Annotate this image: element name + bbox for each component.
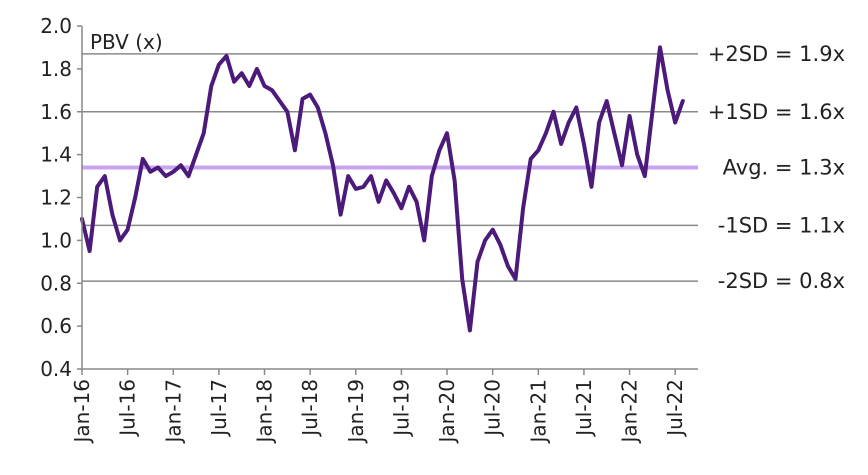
y-tick-label-6: 1.6 <box>40 100 72 124</box>
x-tick-label-6: Jan-19 <box>344 379 368 445</box>
x-tick-label-7: Jul-19 <box>389 379 413 438</box>
y-tick-label-8: 2.0 <box>40 14 72 38</box>
band-label-0: +2SD = 1.9x <box>708 42 845 66</box>
x-tick-label-9: Jul-20 <box>481 379 505 438</box>
y-axis-label: PBV (x) <box>90 30 163 54</box>
band-label-4: -2SD = 0.8x <box>718 269 845 293</box>
y-tick-label-7: 1.8 <box>40 57 72 81</box>
pbv-series-line <box>80 45 685 333</box>
x-tick-label-3: Jul-17 <box>207 379 231 438</box>
x-tick-label-4: Jan-18 <box>253 379 277 445</box>
band-label-1: +1SD = 1.6x <box>708 100 845 124</box>
band-label-2: Avg. = 1.3x <box>723 155 845 179</box>
band-label-3: -1SD = 1.1x <box>718 213 845 237</box>
y-tick-label-1: 0.6 <box>40 314 72 338</box>
x-tick-label-2: Jan-17 <box>161 379 185 445</box>
x-tick-label-13: Jul-22 <box>663 379 687 438</box>
x-tick-label-1: Jul-16 <box>116 379 140 438</box>
x-tick-label-12: Jan-22 <box>618 379 642 445</box>
x-tick-label-0: Jan-16 <box>70 379 94 445</box>
y-tick-label-2: 0.8 <box>40 271 72 295</box>
y-tick-label-3: 1.0 <box>40 228 72 252</box>
x-tick-label-8: Jan-20 <box>435 379 459 445</box>
x-tick-label-11: Jul-21 <box>572 379 596 438</box>
y-tick-label-0: 0.4 <box>40 357 72 381</box>
y-tick-label-5: 1.4 <box>40 143 72 167</box>
x-tick-label-10: Jan-21 <box>526 379 550 445</box>
x-tick-label-5: Jul-18 <box>298 379 322 438</box>
y-tick-label-4: 1.2 <box>40 186 72 210</box>
